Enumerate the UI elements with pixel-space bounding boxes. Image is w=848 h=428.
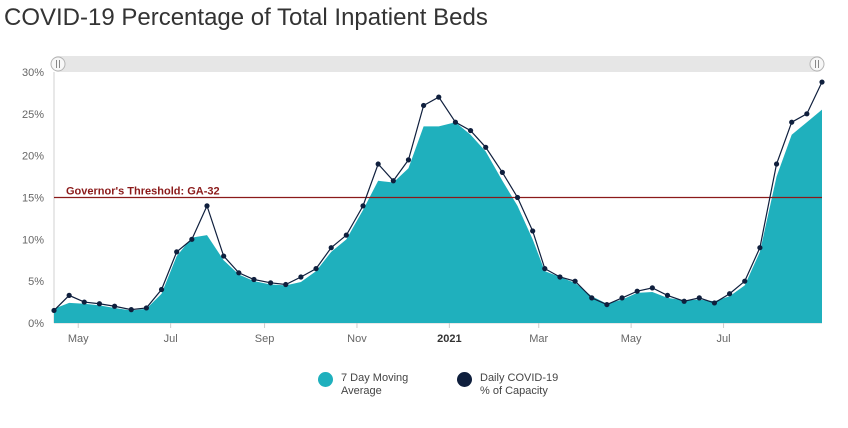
daily-point[interactable]	[649, 285, 655, 291]
daily-point[interactable]	[51, 307, 57, 314]
x-tick-label: 2021	[437, 333, 461, 345]
legend: 7 Day Moving Average Daily COVID-19 % of…	[318, 372, 560, 398]
daily-point[interactable]	[313, 266, 319, 272]
daily-point[interactable]	[557, 274, 563, 280]
x-tick-label: May	[621, 333, 642, 345]
daily-point[interactable]	[604, 301, 610, 308]
daily-point[interactable]	[81, 299, 87, 305]
legend-swatch-daily-capacity	[457, 372, 472, 387]
daily-point[interactable]	[236, 270, 242, 276]
x-tick-label: Mar	[529, 333, 548, 345]
resize-handle-icon[interactable]	[809, 56, 825, 72]
daily-point[interactable]	[343, 232, 349, 238]
legend-label-daily-capacity: Daily COVID-19 % of Capacity	[480, 372, 559, 397]
daily-point[interactable]	[405, 157, 412, 163]
daily-point[interactable]	[819, 79, 825, 85]
y-tick-label: 30%	[22, 67, 44, 79]
daily-point[interactable]	[111, 303, 118, 309]
daily-point[interactable]	[268, 280, 274, 286]
daily-point[interactable]	[542, 266, 548, 272]
y-tick-label: 25%	[22, 109, 44, 121]
y-tick-label: 15%	[22, 193, 44, 205]
resize-handle-icon[interactable]	[50, 56, 66, 72]
legend-item-moving-average[interactable]: 7 Day Moving Average	[318, 372, 421, 398]
x-tick-label: Nov	[347, 333, 367, 345]
daily-point[interactable]	[390, 178, 396, 184]
daily-point[interactable]	[483, 144, 489, 150]
x-tick-label: Jul	[717, 333, 731, 345]
daily-point[interactable]	[804, 111, 810, 117]
daily-point[interactable]	[467, 127, 474, 134]
daily-point[interactable]	[96, 301, 103, 307]
daily-point[interactable]	[204, 203, 210, 209]
daily-point[interactable]	[726, 291, 733, 297]
daily-point[interactable]	[143, 305, 150, 311]
daily-point[interactable]	[174, 249, 180, 255]
daily-point[interactable]	[328, 245, 334, 251]
daily-point[interactable]	[66, 292, 72, 298]
daily-point[interactable]	[189, 236, 195, 242]
daily-point[interactable]	[619, 295, 625, 301]
daily-point[interactable]	[773, 161, 780, 167]
daily-point[interactable]	[452, 119, 459, 125]
x-tick-label: Jul	[164, 333, 178, 345]
daily-point[interactable]	[128, 307, 134, 313]
daily-point[interactable]	[757, 245, 763, 251]
y-tick-label: 10%	[22, 234, 44, 246]
x-tick-label: Sep	[255, 333, 275, 345]
y-tick-label: 0%	[28, 318, 44, 330]
daily-point[interactable]	[589, 295, 595, 301]
daily-point[interactable]	[421, 102, 427, 109]
navigator-right-handle[interactable]	[809, 56, 825, 72]
daily-point[interactable]	[530, 228, 536, 234]
daily-point[interactable]	[572, 278, 578, 284]
daily-point[interactable]	[158, 286, 165, 293]
daily-point[interactable]	[221, 253, 227, 259]
navigator-bar[interactable]	[54, 56, 822, 72]
daily-point[interactable]	[375, 161, 381, 167]
daily-point[interactable]	[634, 288, 640, 294]
y-tick-label: 20%	[22, 151, 44, 163]
legend-swatch-moving-average	[318, 372, 333, 387]
daily-point[interactable]	[251, 276, 257, 283]
daily-point[interactable]	[681, 298, 687, 304]
daily-point[interactable]	[436, 94, 442, 100]
daily-point[interactable]	[789, 119, 795, 125]
daily-point[interactable]	[711, 300, 718, 306]
threshold-label: Governor's Threshold: GA-32	[66, 186, 220, 198]
daily-point[interactable]	[696, 295, 702, 301]
x-tick-label: May	[68, 333, 89, 345]
navigator-left-handle[interactable]	[50, 56, 66, 72]
moving-average-area	[54, 109, 822, 324]
daily-point[interactable]	[360, 203, 366, 209]
daily-point[interactable]	[742, 278, 748, 284]
daily-point[interactable]	[298, 274, 304, 280]
daily-point[interactable]	[664, 292, 671, 298]
legend-item-daily-capacity[interactable]: Daily COVID-19 % of Capacity	[457, 372, 560, 398]
chart-title: COVID-19 Percentage of Total Inpatient B…	[4, 4, 488, 31]
daily-point[interactable]	[283, 281, 289, 288]
daily-point[interactable]	[499, 169, 505, 175]
daily-point[interactable]	[514, 194, 521, 201]
legend-label-moving-average: 7 Day Moving Average	[341, 372, 409, 397]
y-tick-label: 5%	[28, 276, 44, 288]
